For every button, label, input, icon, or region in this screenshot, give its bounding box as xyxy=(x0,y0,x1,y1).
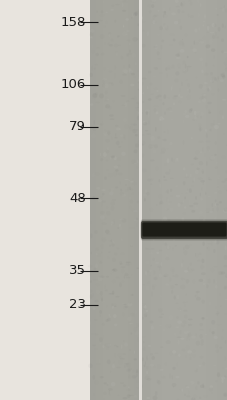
FancyBboxPatch shape xyxy=(140,221,227,239)
Bar xyxy=(161,0,172,400)
Bar xyxy=(205,0,216,400)
Bar xyxy=(127,0,133,400)
Bar xyxy=(216,0,227,400)
Text: 79: 79 xyxy=(69,120,86,134)
FancyBboxPatch shape xyxy=(140,219,227,237)
FancyBboxPatch shape xyxy=(140,220,227,238)
Bar xyxy=(172,0,183,400)
FancyBboxPatch shape xyxy=(140,222,227,240)
Bar xyxy=(115,0,121,400)
FancyBboxPatch shape xyxy=(142,222,225,236)
Bar xyxy=(151,0,161,400)
Text: 106: 106 xyxy=(61,78,86,92)
Bar xyxy=(194,0,205,400)
Bar xyxy=(96,0,102,400)
Bar xyxy=(90,0,227,400)
Bar xyxy=(183,0,194,400)
FancyBboxPatch shape xyxy=(140,223,227,241)
Bar xyxy=(133,0,140,400)
Bar xyxy=(90,0,140,400)
Text: 23: 23 xyxy=(69,298,86,312)
Bar xyxy=(102,0,109,400)
Bar xyxy=(90,0,96,400)
Text: 158: 158 xyxy=(60,16,86,28)
Bar xyxy=(138,0,141,400)
Text: 48: 48 xyxy=(69,192,86,204)
Bar xyxy=(140,0,227,400)
Bar xyxy=(109,0,115,400)
Bar xyxy=(121,0,127,400)
Bar xyxy=(140,0,151,400)
Text: 35: 35 xyxy=(69,264,86,278)
